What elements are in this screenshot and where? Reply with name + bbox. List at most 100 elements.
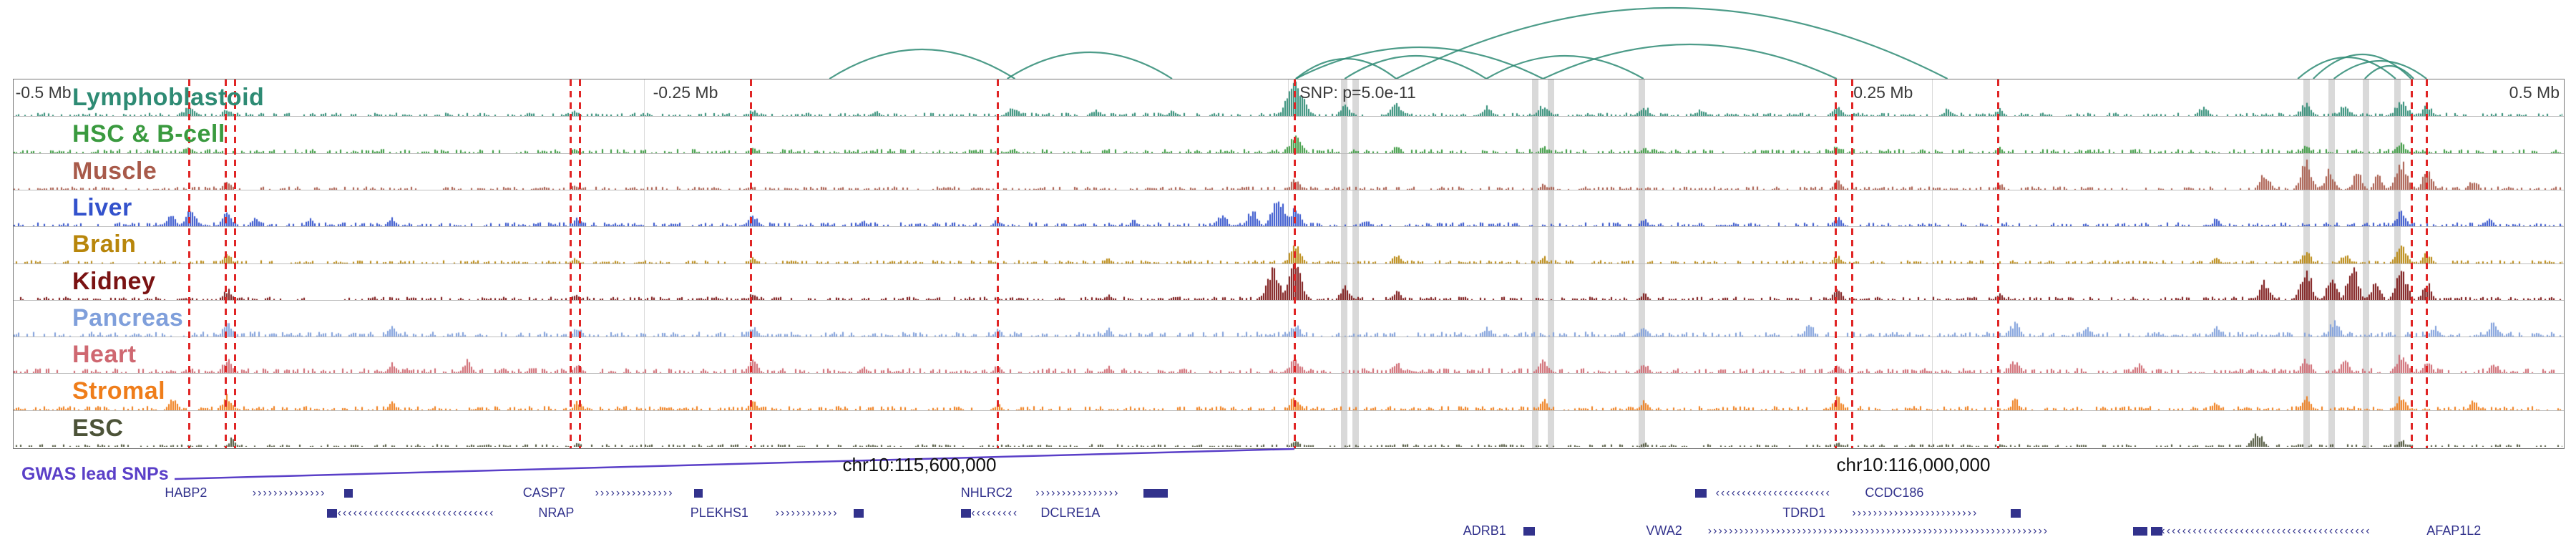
track-row-divider xyxy=(14,116,2564,117)
interaction-arc xyxy=(1395,7,1948,79)
ruler-label: -0.25 Mb xyxy=(653,83,718,102)
track-label-brain[interactable]: Brain xyxy=(72,231,137,258)
interaction-arc xyxy=(1007,52,1173,79)
track-label-esc[interactable]: ESC xyxy=(72,414,124,442)
gene-body-casp7[interactable]: ››››››››››››››› xyxy=(595,487,674,499)
interaction-arc xyxy=(1344,55,1487,79)
gene-label-nrap[interactable]: NRAP xyxy=(538,505,575,520)
snp-marker-line xyxy=(569,79,572,448)
highlight-band xyxy=(1341,79,1348,448)
ruler-gridline xyxy=(1288,79,1289,448)
highlight-band xyxy=(1352,79,1359,448)
gene-exon-nhlrc2[interactable] xyxy=(1143,489,1169,498)
ruler-label: 0.5 Mb xyxy=(2509,83,2560,102)
gene-body-habp2[interactable]: ›››››››››››››› xyxy=(252,487,326,499)
track-signal-esc[interactable] xyxy=(14,411,2562,447)
gwas-connector xyxy=(174,448,1295,480)
ruler-gridline xyxy=(1932,79,1933,448)
highlight-band xyxy=(2303,79,2311,448)
gene-exon-nrap[interactable] xyxy=(327,509,338,518)
interaction-arc xyxy=(1295,46,1543,79)
gene-exon-casp7[interactable] xyxy=(694,489,703,498)
track-label-muscle[interactable]: Muscle xyxy=(72,157,157,185)
track-area[interactable]: Lymphoblastoid HSC & B-cell Muscle Liver Bra… xyxy=(13,79,2565,449)
interaction-arc xyxy=(1542,44,1838,79)
snp-marker-line xyxy=(1996,79,1999,448)
gene-body-afap1l2[interactable]: ‹‹‹‹‹‹‹‹‹‹‹‹‹‹‹‹‹‹‹‹‹‹‹‹‹‹‹‹‹‹‹‹‹‹‹‹‹‹‹‹ xyxy=(2161,525,2371,537)
track-row-divider xyxy=(14,373,2564,374)
gene-label-afap1l2[interactable]: AFAP1L2 xyxy=(2426,523,2482,537)
gene-exon-plekhs1[interactable] xyxy=(854,509,864,518)
gwas-snp-connector-line xyxy=(174,448,1295,480)
interaction-arc xyxy=(2333,60,2427,79)
track-label-liver[interactable]: Liver xyxy=(72,193,132,221)
highlight-band xyxy=(1548,79,1555,448)
interaction-arcs xyxy=(829,7,2427,79)
gene-body-plekhs1[interactable]: ›››››››››››› xyxy=(775,507,839,519)
track-row-divider xyxy=(14,299,2564,301)
snp-marker-line xyxy=(234,79,237,448)
snp-marker-line xyxy=(750,79,753,448)
gene-exon-dclre1a[interactable] xyxy=(960,509,971,518)
snp-marker-line xyxy=(579,79,582,448)
gene-label-plekhs1[interactable]: PLEKHS1 xyxy=(690,505,748,520)
track-label-stromal[interactable]: Stromal xyxy=(72,377,166,405)
gene-body-nrap[interactable]: ‹‹‹‹‹‹‹‹‹‹‹‹‹‹‹‹‹‹‹‹‹‹‹‹‹‹‹‹‹‹ xyxy=(337,507,495,519)
gene-label-tdrd1[interactable]: TDRD1 xyxy=(1782,505,1826,520)
highlight-band xyxy=(1638,79,1645,448)
gene-body-nhlrc2[interactable]: ›››››››››››››››› xyxy=(1035,487,1120,499)
track-signal-kidney[interactable] xyxy=(14,263,2562,300)
coordinate-label-right: chr10:116,000,000 xyxy=(1836,454,1991,475)
track-signal-hsc-b-cell[interactable] xyxy=(14,117,2562,153)
gene-label-dclre1a[interactable]: DCLRE1A xyxy=(1040,505,1101,520)
highlight-band xyxy=(2394,79,2401,448)
gene-exon-vwa2[interactable] xyxy=(2132,527,2147,536)
track-signal-stromal[interactable] xyxy=(14,374,2562,410)
snp-marker-line xyxy=(996,79,999,448)
gene-label-habp2[interactable]: HABP2 xyxy=(165,485,208,500)
gene-exon-habp2[interactable] xyxy=(343,489,353,498)
highlight-band xyxy=(1531,79,1538,448)
gene-body-vwa2[interactable]: ››››››››››››››››››››››››››››››››››››››››… xyxy=(1707,525,2049,537)
track-signal-muscle[interactable] xyxy=(14,153,2562,190)
gene-label-vwa2[interactable]: VWA2 xyxy=(1646,523,1682,537)
track-label-heart[interactable]: Heart xyxy=(72,341,137,369)
gene-label-adrb1[interactable]: ADRB1 xyxy=(1463,523,1506,537)
track-signal-liver[interactable] xyxy=(14,190,2562,227)
interaction-arc xyxy=(829,48,1015,79)
interaction-arc xyxy=(2364,64,2414,79)
track-label-hsc-b-cell[interactable]: HSC & B-cell xyxy=(72,120,225,148)
gene-exon-adrb1[interactable] xyxy=(1523,527,1536,536)
gene-exon-ccdc186[interactable] xyxy=(1694,489,1707,498)
track-row-divider xyxy=(14,226,2564,228)
track-signal-pancreas[interactable] xyxy=(14,301,2562,337)
highlight-band xyxy=(2363,79,2370,448)
gene-exon-tdrd1[interactable] xyxy=(2010,509,2021,518)
gwas-lead-snps-label: GWAS lead SNPs xyxy=(21,464,169,484)
snp-marker-line xyxy=(1834,79,1837,448)
snp-marker-line xyxy=(224,79,227,448)
ruler-label: -0.5 Mb xyxy=(15,83,72,102)
snp-marker-line xyxy=(2411,79,2414,448)
track-signal-lymphoblastoid[interactable] xyxy=(14,80,2562,117)
gene-label-casp7[interactable]: CASP7 xyxy=(522,485,565,500)
snp-marker-line xyxy=(2426,79,2429,448)
track-signal-brain[interactable] xyxy=(14,227,2562,263)
gene-body-dclre1a[interactable]: ‹‹‹‹‹‹‹‹‹ xyxy=(971,507,1019,519)
snp-marker-line xyxy=(187,79,190,448)
track-row-divider xyxy=(14,263,2564,264)
coordinate-label-left: chr10:115,600,000 xyxy=(842,454,997,475)
gene-exon-afap1l2[interactable] xyxy=(2151,527,2162,536)
gene-body-tdrd1[interactable]: ›››››››››››››››››››››››› xyxy=(1852,507,1979,519)
gene-label-ccdc186[interactable]: CCDC186 xyxy=(1865,485,1924,500)
track-row-divider xyxy=(14,153,2564,154)
track-signal-heart[interactable] xyxy=(14,337,2562,374)
track-label-pancreas[interactable]: Pancreas xyxy=(72,304,184,332)
ruler-label: 0.25 Mb xyxy=(1853,83,1913,102)
gene-label-nhlrc2[interactable]: NHLRC2 xyxy=(960,485,1013,500)
highlight-band xyxy=(2328,79,2335,448)
gene-body-ccdc186[interactable]: ‹‹‹‹‹‹‹‹‹‹‹‹‹‹‹‹‹‹‹‹‹‹ xyxy=(1715,487,1831,499)
track-label-kidney[interactable]: Kidney xyxy=(72,267,156,295)
track-label-lymphoblastoid[interactable]: Lymphoblastoid xyxy=(72,84,265,111)
